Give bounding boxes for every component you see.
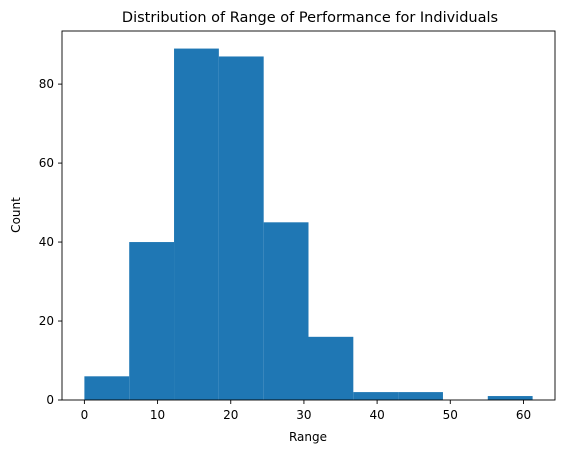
histogram-bar — [174, 48, 219, 400]
chart-title: Distribution of Range of Performance for… — [122, 10, 498, 26]
y-tick-label: 80 — [39, 77, 54, 91]
y-axis-label: Count — [9, 197, 23, 233]
histogram-bar — [84, 376, 130, 400]
bars-group — [84, 48, 533, 400]
histogram-bar — [308, 336, 354, 400]
x-tick-label: 40 — [369, 408, 384, 422]
y-tick-label: 40 — [39, 235, 54, 249]
x-axis-ticks: 0 10 20 30 40 50 60 — [81, 400, 531, 422]
histogram-bar — [353, 392, 399, 400]
x-axis-label: Range — [289, 430, 327, 444]
histogram-bar — [218, 56, 264, 400]
histogram-bar — [263, 222, 309, 400]
histogram-bar — [398, 392, 443, 400]
plot-frame — [61, 30, 556, 401]
x-tick-label: 30 — [296, 408, 311, 422]
histogram-bar — [487, 396, 533, 400]
y-tick-label: 20 — [39, 314, 54, 328]
x-tick-label: 60 — [516, 408, 531, 422]
x-tick-label: 50 — [443, 408, 458, 422]
x-tick-label: 20 — [223, 408, 238, 422]
y-tick-label: 60 — [39, 156, 54, 170]
x-tick-label: 0 — [81, 408, 89, 422]
histogram-bar — [129, 242, 175, 400]
x-tick-label: 10 — [150, 408, 165, 422]
y-tick-label: 0 — [46, 393, 54, 407]
y-axis-ticks: 0 20 40 60 80 — [39, 77, 62, 407]
